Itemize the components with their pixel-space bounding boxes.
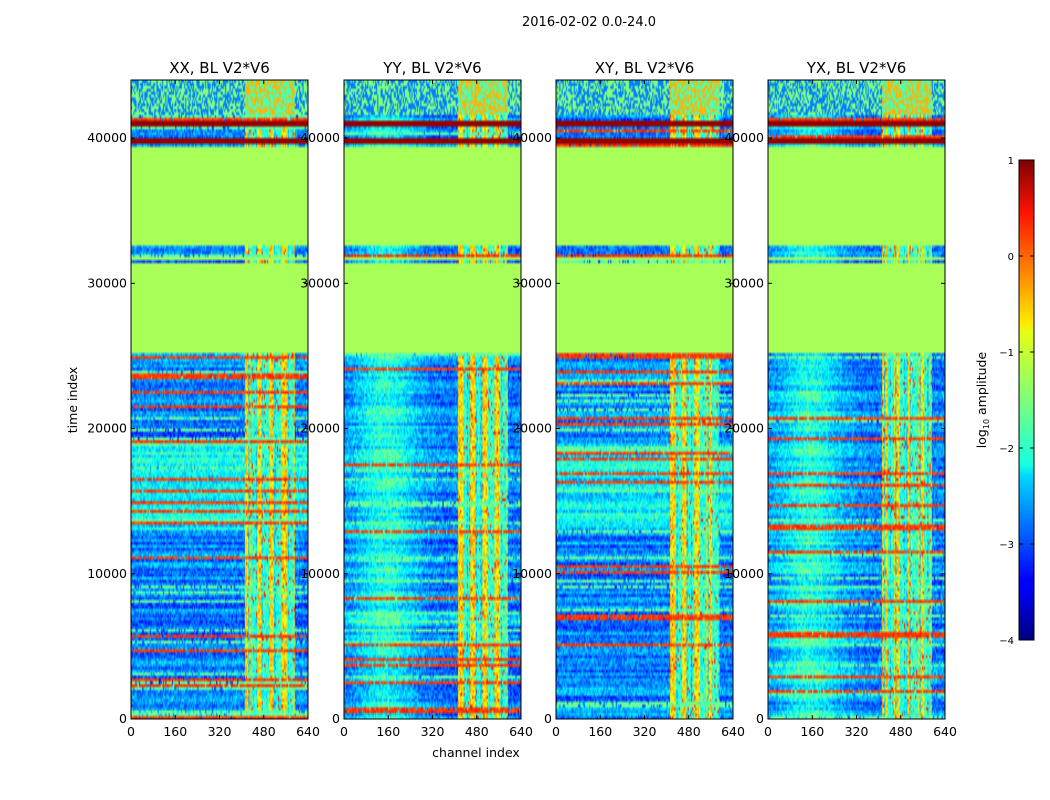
y-tick-label: 40000 <box>512 130 552 145</box>
panel-yy: YY, BL V2*V6 0 160 320 480 640 0 10000 20000 3000… <box>300 59 533 739</box>
colorbar-tick-label: −3 <box>999 540 1014 551</box>
colorbar-ticks: 1 0 −1 −2 −3 −4 <box>999 156 1034 647</box>
colorbar: 10−1−2−3−4 log10 amplitude <box>974 156 1035 647</box>
x-tick-label: 0 <box>340 724 348 739</box>
y-tick-label: 10000 <box>724 566 764 581</box>
x-tick-label: 160 <box>376 724 400 739</box>
x-tick-label: 480 <box>252 724 276 739</box>
colorbar-label-log: log <box>974 429 989 448</box>
y-tick-label: 10000 <box>512 566 552 581</box>
panels: XX, BL V2*V6 0 160 320 480 640 0 10000 20000 3000… <box>87 59 957 739</box>
colorbar-gradient <box>1018 159 1035 641</box>
x-tick-label: 0 <box>127 724 135 739</box>
y-tick-label: 10000 <box>87 566 127 581</box>
x-tick-label: 480 <box>677 724 701 739</box>
y-tick-label: 0 <box>544 711 552 726</box>
colorbar-tick-label: −4 <box>999 636 1014 647</box>
heatmap-image <box>556 80 733 719</box>
x-tick-label: 640 <box>509 724 533 739</box>
figure-suptitle: 2016-02-02 0.0-24.0 <box>522 15 656 30</box>
y-tick-label: 30000 <box>300 275 340 290</box>
x-tick-label: 320 <box>208 724 232 739</box>
colorbar-label-sub: 10 <box>982 419 991 429</box>
y-tick-label: 30000 <box>512 275 552 290</box>
heatmap-image <box>131 80 308 719</box>
colorbar-tick-label: 0 <box>1008 252 1014 263</box>
x-tick-label: 0 <box>552 724 560 739</box>
x-tick-label: 320 <box>421 724 445 739</box>
x-tick-label: 160 <box>588 724 612 739</box>
x-axis-label: channel index <box>432 745 520 760</box>
y-tick-label: 20000 <box>87 421 127 436</box>
panel-title: XX, BL V2*V6 <box>169 59 270 77</box>
colorbar-label: log10 amplitude <box>974 351 991 448</box>
x-tick-label: 160 <box>163 724 187 739</box>
y-tick-label: 20000 <box>300 421 340 436</box>
panel-title: YY, BL V2*V6 <box>382 59 481 77</box>
y-axis-label: time index <box>65 367 80 433</box>
panel-title: XY, BL V2*V6 <box>595 59 695 77</box>
colorbar-tick-label: 1 <box>1008 156 1014 167</box>
x-tick-label: 480 <box>465 724 489 739</box>
y-tick-label: 40000 <box>724 130 764 145</box>
panel-yx: YX, BL V2*V6 0 160 320 480 640 0 10000 20000 3000… <box>724 59 957 739</box>
panel-title: YX, BL V2*V6 <box>806 59 907 77</box>
y-tick-label: 0 <box>332 711 340 726</box>
y-tick-label: 40000 <box>87 130 127 145</box>
y-tick-label: 30000 <box>724 275 764 290</box>
x-tick-label: 640 <box>933 724 957 739</box>
heatmap-image <box>768 80 945 719</box>
x-tick-label: 160 <box>800 724 824 739</box>
x-tick-label: 0 <box>764 724 772 739</box>
y-tick-label: 0 <box>119 711 127 726</box>
y-tick-label: 40000 <box>300 130 340 145</box>
y-tick-label: 20000 <box>724 421 764 436</box>
panel-xy: XY, BL V2*V6 0 160 320 480 640 0 10000 20000 3000… <box>512 59 745 739</box>
panel-xx: XX, BL V2*V6 0 160 320 480 640 0 10000 20000 3000… <box>87 59 320 739</box>
y-tick-label: 10000 <box>300 566 340 581</box>
colorbar-tick-label: −1 <box>999 348 1014 359</box>
x-tick-label: 640 <box>296 724 320 739</box>
colorbar-label-amplitude: amplitude <box>974 351 989 418</box>
x-tick-label: 320 <box>633 724 657 739</box>
y-tick-label: 20000 <box>512 421 552 436</box>
heatmap-image <box>344 80 521 719</box>
colorbar-tick-label: −2 <box>999 444 1014 455</box>
x-tick-label: 480 <box>889 724 913 739</box>
y-tick-label: 30000 <box>87 275 127 290</box>
y-tick-label: 0 <box>756 711 764 726</box>
x-tick-label: 320 <box>845 724 869 739</box>
x-tick-label: 640 <box>721 724 745 739</box>
